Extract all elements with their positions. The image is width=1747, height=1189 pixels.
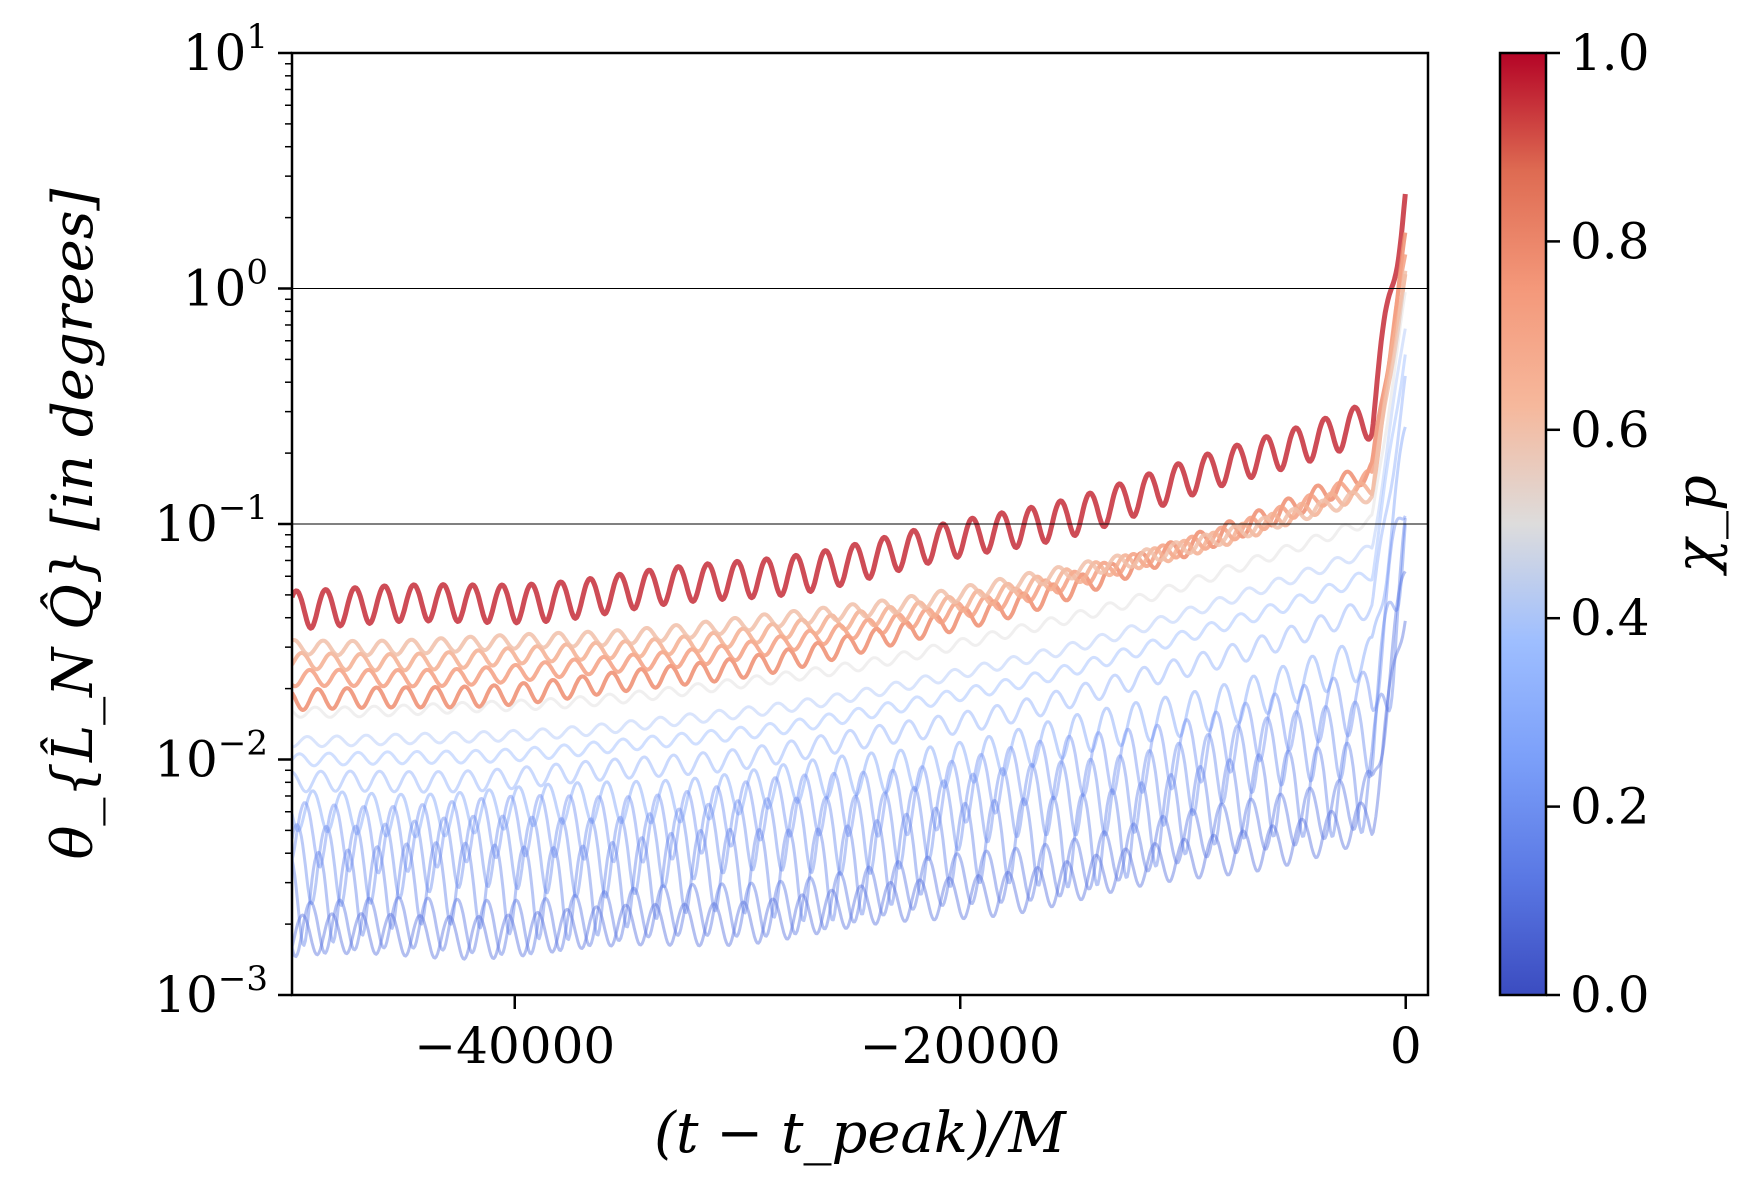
colorbar-tick-label: 0.6: [1570, 401, 1650, 459]
y-tick-label: 10−1: [154, 488, 268, 553]
series-line: [292, 354, 1407, 768]
series-line: [292, 193, 1408, 631]
colorbar-tick-label: 0.0: [1570, 966, 1650, 1024]
series-layer: [292, 193, 1408, 961]
y-axis: 10−3 10−2 10−1 100 101: [154, 17, 292, 1024]
x-axis-label: (t − t_peak)/M: [654, 1101, 1067, 1166]
y-axis-label: θ_{L̂_N Q̂} [in degrees]: [39, 188, 106, 859]
series-line: [292, 328, 1407, 749]
y-tick-label: 100: [183, 253, 268, 318]
series-line: [292, 273, 1408, 673]
x-axis: −40000 −20000 0: [414, 995, 1422, 1075]
y-tick-label: 10−2: [154, 724, 268, 789]
series-line: [292, 375, 1407, 794]
series-line: [292, 515, 1407, 875]
colorbar-tick-label: 0.8: [1570, 212, 1650, 270]
series-line: [292, 517, 1407, 947]
series-line: [292, 620, 1407, 961]
colorbar-label: χ_p: [1664, 475, 1729, 577]
series-line: [292, 570, 1407, 959]
series-line: [292, 291, 1407, 719]
y-tick-label: 10−3: [154, 959, 268, 1024]
series-line: [292, 426, 1407, 839]
colorbar-gradient: [1498, 51, 1548, 997]
x-tick-label: −40000: [414, 1017, 615, 1075]
series-line: [292, 523, 1407, 907]
colorbar-tick-label: 0.2: [1570, 778, 1650, 836]
reference-lines: [292, 288, 1428, 525]
series-line: [292, 232, 1408, 712]
series-line: [292, 253, 1408, 689]
colorbar-tick-label: 0.4: [1570, 589, 1650, 647]
y-tick-label: 101: [183, 17, 268, 82]
colorbar-tick-label: 1.0: [1570, 24, 1650, 82]
x-tick-label: −20000: [860, 1017, 1061, 1075]
colorbar: 0.0 0.2 0.4 0.6 0.8 1.0 χ_p: [1498, 24, 1729, 1024]
series-line: [292, 270, 1408, 658]
x-tick-label: 0: [1390, 1017, 1422, 1075]
colorbar-ticks: 0.0 0.2 0.4 0.6 0.8 1.0: [1546, 24, 1650, 1024]
